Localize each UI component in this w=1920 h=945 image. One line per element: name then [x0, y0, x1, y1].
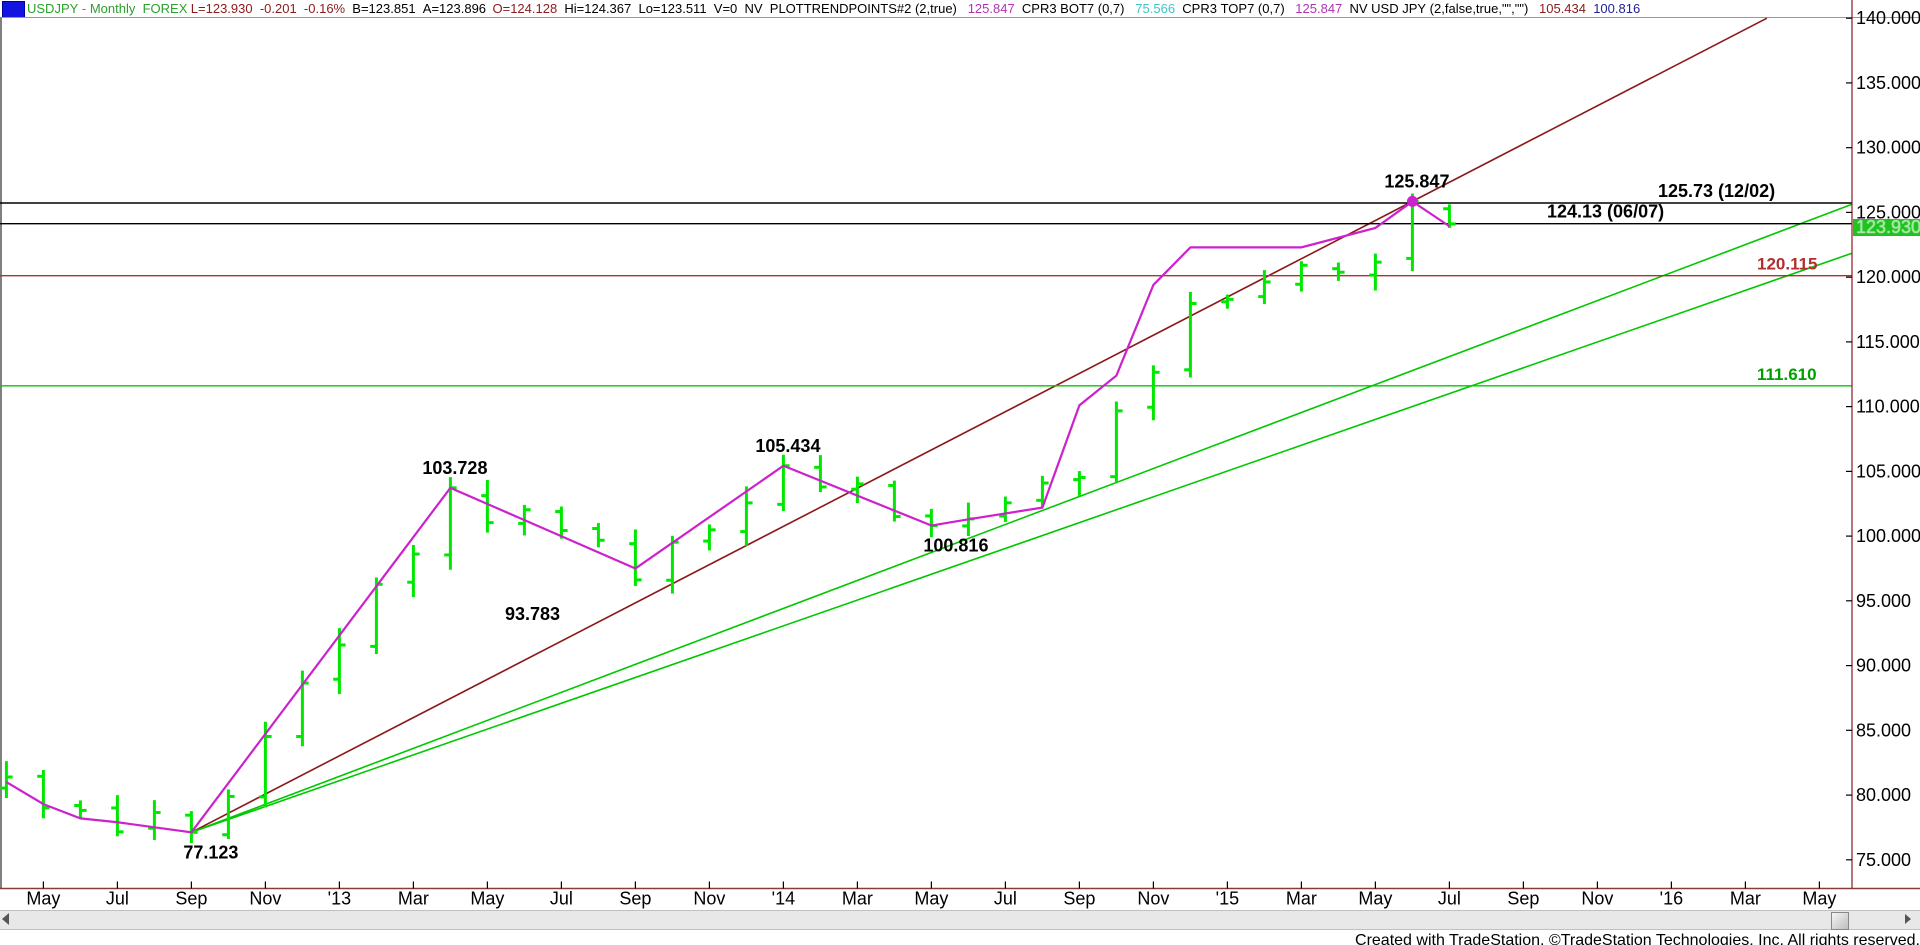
svg-text:Nov: Nov — [1581, 889, 1613, 909]
svg-text:Jul: Jul — [106, 889, 129, 909]
svg-text:'14: '14 — [772, 889, 795, 909]
svg-text:105.434: 105.434 — [755, 436, 820, 456]
svg-text:May: May — [1802, 889, 1836, 909]
svg-text:135.000: 135.000 — [1856, 73, 1920, 93]
svg-text:115.000: 115.000 — [1856, 332, 1920, 352]
svg-text:Jul: Jul — [550, 889, 573, 909]
svg-text:Sep: Sep — [619, 889, 651, 909]
svg-text:130.000: 130.000 — [1856, 138, 1920, 158]
svg-text:Nov: Nov — [249, 889, 281, 909]
svg-text:'15: '15 — [1216, 889, 1239, 909]
svg-text:140.000: 140.000 — [1856, 8, 1920, 28]
svg-text:Nov: Nov — [1137, 889, 1169, 909]
svg-text:125.847: 125.847 — [1384, 171, 1449, 191]
svg-text:111.610: 111.610 — [1757, 365, 1817, 384]
svg-text:124.13 (06/07): 124.13 (06/07) — [1547, 202, 1664, 222]
svg-text:100.000: 100.000 — [1856, 526, 1920, 546]
svg-text:Mar: Mar — [842, 889, 873, 909]
svg-text:77.123: 77.123 — [183, 842, 238, 862]
svg-text:May: May — [470, 889, 504, 909]
svg-text:100.816: 100.816 — [923, 536, 988, 556]
svg-text:125.73 (12/02): 125.73 (12/02) — [1658, 181, 1775, 201]
svg-text:May: May — [26, 889, 60, 909]
svg-text:95.000: 95.000 — [1856, 591, 1911, 611]
svg-text:93.783: 93.783 — [505, 604, 560, 624]
svg-text:Jul: Jul — [994, 889, 1017, 909]
svg-text:Mar: Mar — [1730, 889, 1761, 909]
svg-text:Sep: Sep — [1063, 889, 1095, 909]
svg-text:105.000: 105.000 — [1856, 461, 1920, 481]
svg-text:'16: '16 — [1660, 889, 1683, 909]
svg-text:85.000: 85.000 — [1856, 720, 1911, 740]
svg-text:110.000: 110.000 — [1856, 397, 1920, 417]
svg-text:Jul: Jul — [1438, 889, 1461, 909]
svg-text:103.728: 103.728 — [422, 458, 487, 478]
svg-text:120.000: 120.000 — [1856, 267, 1920, 287]
svg-text:Mar: Mar — [1286, 889, 1317, 909]
svg-text:'13: '13 — [328, 889, 351, 909]
svg-text:May: May — [914, 889, 948, 909]
svg-text:120.115: 120.115 — [1757, 255, 1818, 274]
svg-text:Mar: Mar — [398, 889, 429, 909]
svg-text:Sep: Sep — [1507, 889, 1539, 909]
svg-text:May: May — [1358, 889, 1392, 909]
svg-text:Sep: Sep — [175, 889, 207, 909]
svg-text:75.000: 75.000 — [1856, 850, 1911, 870]
svg-text:80.000: 80.000 — [1856, 785, 1911, 805]
svg-text:Nov: Nov — [693, 889, 725, 909]
svg-text:90.000: 90.000 — [1856, 656, 1911, 676]
